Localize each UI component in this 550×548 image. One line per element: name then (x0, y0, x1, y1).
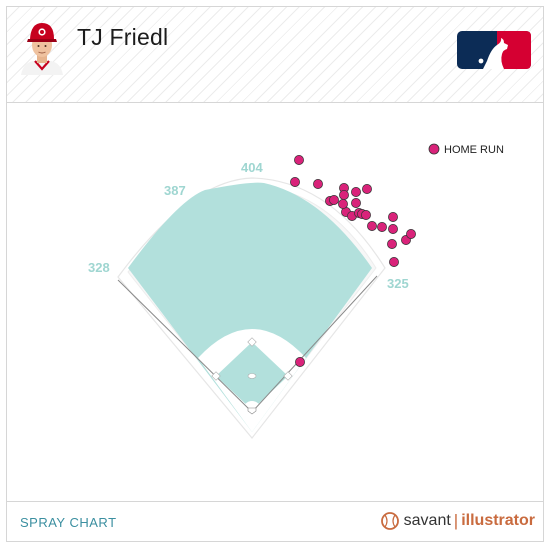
fence-distance-right: 325 (387, 276, 409, 291)
home-run-point[interactable] (295, 357, 305, 367)
player-name: TJ Friedl (77, 24, 169, 50)
footer: SPRAY CHART savant | illustrator (7, 501, 543, 541)
home-run-point[interactable] (387, 239, 397, 249)
home-run-point[interactable] (362, 184, 372, 194)
spray-chart-card: TJ Friedl SPRAY CHART savant | illustrat… (6, 6, 544, 542)
home-run-point[interactable] (388, 224, 398, 234)
home-run-point[interactable] (351, 187, 361, 197)
home-run-point[interactable] (367, 221, 377, 231)
home-run-point[interactable] (339, 190, 349, 200)
first-base (283, 371, 293, 381)
fence-distance-center: 404 (241, 160, 263, 175)
fence-distance-left-center: 387 (164, 183, 186, 198)
chart-title: SPRAY CHART (20, 515, 117, 530)
home-run-point[interactable] (361, 210, 371, 220)
right-foul-line (251, 275, 378, 413)
home-run-point[interactable] (290, 177, 300, 187)
brand-separator: | (453, 511, 459, 530)
savant-illustrator-logo[interactable]: savant | illustrator (380, 510, 535, 532)
third-base (211, 371, 221, 381)
home-plate (247, 407, 257, 415)
legend-label: HOME RUN (444, 144, 504, 156)
brand-illustrator: illustrator (461, 512, 535, 529)
legend: HOME RUN (428, 143, 504, 156)
home-run-point[interactable] (351, 198, 361, 208)
header: TJ Friedl (7, 7, 543, 103)
home-run-points (290, 155, 416, 367)
home-run-point[interactable] (329, 195, 339, 205)
second-base (247, 337, 257, 347)
left-foul-line (117, 279, 253, 413)
home-run-point[interactable] (406, 229, 416, 239)
home-run-point[interactable] (338, 199, 348, 209)
baseball-icon (380, 512, 399, 530)
outfield-grass (128, 182, 372, 432)
home-run-point[interactable] (389, 257, 399, 267)
legend-marker (428, 143, 440, 155)
avatar (19, 17, 65, 75)
brand-savant: savant (403, 512, 451, 529)
home-run-point[interactable] (313, 179, 323, 189)
pitchers-mound (247, 373, 257, 379)
mlb-logo (457, 31, 531, 69)
home-run-point[interactable] (388, 212, 398, 222)
fence-distance-left: 328 (88, 260, 110, 275)
home-run-point[interactable] (377, 222, 387, 232)
home-run-point[interactable] (294, 155, 304, 165)
